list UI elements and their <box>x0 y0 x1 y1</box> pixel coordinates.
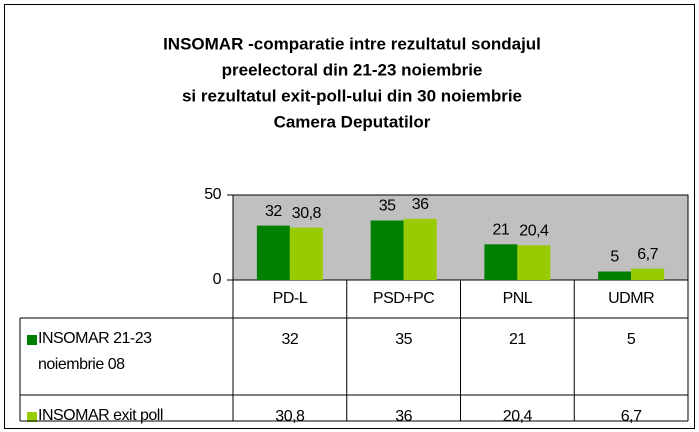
table-cell: 35 <box>395 331 412 348</box>
table-cell: 21 <box>509 331 526 348</box>
legend-label-box: INSOMAR exit poll <box>38 407 163 424</box>
bar <box>403 218 437 280</box>
legend-swatch <box>27 412 37 422</box>
data-label: 32 <box>265 203 282 220</box>
legend-label-box: INSOMAR 21-23 noiembrie 08 <box>38 330 152 373</box>
table-cell: 5 <box>627 331 636 348</box>
data-label: 6,7 <box>637 246 658 263</box>
data-label: 36 <box>412 196 429 213</box>
table-cell: 20,4 <box>503 408 533 425</box>
legend-label: INSOMAR 21-23 noiembrie 08 <box>38 330 152 373</box>
x-tick-label: PNL <box>503 290 533 307</box>
legend-swatch <box>27 335 37 345</box>
chart-title: si rezultatul exit-poll-ului din 30 noie… <box>182 86 522 105</box>
bar <box>484 244 518 280</box>
table-cell: 6,7 <box>621 408 642 425</box>
data-label: 30,8 <box>292 205 322 222</box>
bar <box>631 268 665 280</box>
chart-title: preelectoral din 21-23 noiembrie <box>222 60 483 79</box>
y-tick-label: 0 <box>213 271 222 288</box>
x-tick-label: PSD+PC <box>373 290 434 307</box>
bar <box>370 220 404 280</box>
data-label: 35 <box>379 198 396 215</box>
bar <box>598 271 632 280</box>
table-cell: 30,8 <box>275 408 305 425</box>
y-tick-label: 50 <box>204 186 221 203</box>
bar <box>517 245 551 280</box>
x-tick-label: UDMR <box>608 290 654 307</box>
chart-title: INSOMAR -comparatie intre rezultatul son… <box>163 34 541 53</box>
bar <box>289 227 323 280</box>
data-label: 21 <box>492 222 509 239</box>
x-tick-label: PD-L <box>273 290 308 307</box>
legend-label: INSOMAR exit poll <box>38 407 163 424</box>
data-label: 5 <box>610 249 619 266</box>
bar <box>256 225 290 280</box>
table-cell: 36 <box>395 408 412 425</box>
data-label: 20,4 <box>519 223 549 240</box>
chart-title: Camera Deputatilor <box>274 112 431 131</box>
table-cell: 32 <box>281 331 298 348</box>
